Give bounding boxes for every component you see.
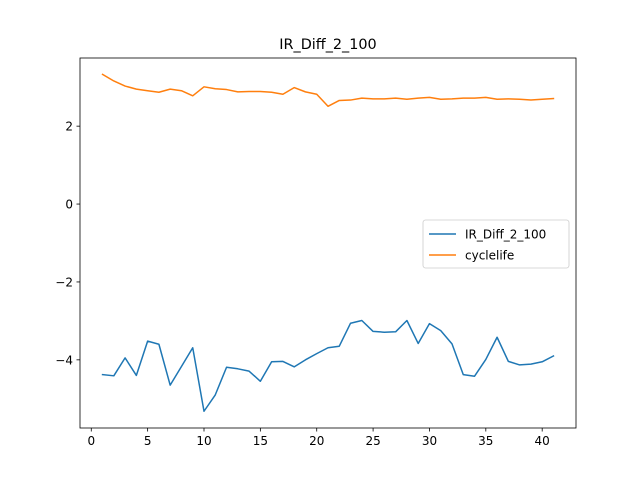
x-tick-label: 30 [422, 434, 437, 448]
chart-title: IR_Diff_2_100 [279, 37, 376, 53]
x-tick-label: 35 [478, 434, 493, 448]
x-tick-label: 20 [309, 434, 324, 448]
x-tick-label: 10 [196, 434, 211, 448]
y-axis: −4 −2 0 2 [55, 120, 80, 367]
y-tick-label: 0 [65, 198, 73, 212]
legend-box [422, 219, 570, 269]
axes-frame [79, 57, 577, 429]
x-tick-label: 15 [253, 434, 268, 448]
x-tick-label: 0 [87, 434, 95, 448]
y-tick-label: 2 [65, 120, 73, 134]
legend: IR_Diff_2_100 cyclelife [422, 219, 570, 269]
x-tick-label: 25 [365, 434, 380, 448]
x-axis: 0 5 10 15 20 25 30 35 40 [87, 428, 550, 448]
y-tick-label: −4 [55, 353, 73, 367]
x-tick-label: 40 [535, 434, 550, 448]
series-layer [101, 73, 555, 412]
x-tick-label: 5 [144, 434, 152, 448]
series-line-cyclelife [101, 73, 555, 108]
series-line-ir-diff-2-100 [101, 319, 555, 412]
legend-label: cyclelife [465, 249, 514, 263]
legend-label: IR_Diff_2_100 [465, 228, 546, 242]
y-tick-label: −2 [55, 275, 73, 289]
